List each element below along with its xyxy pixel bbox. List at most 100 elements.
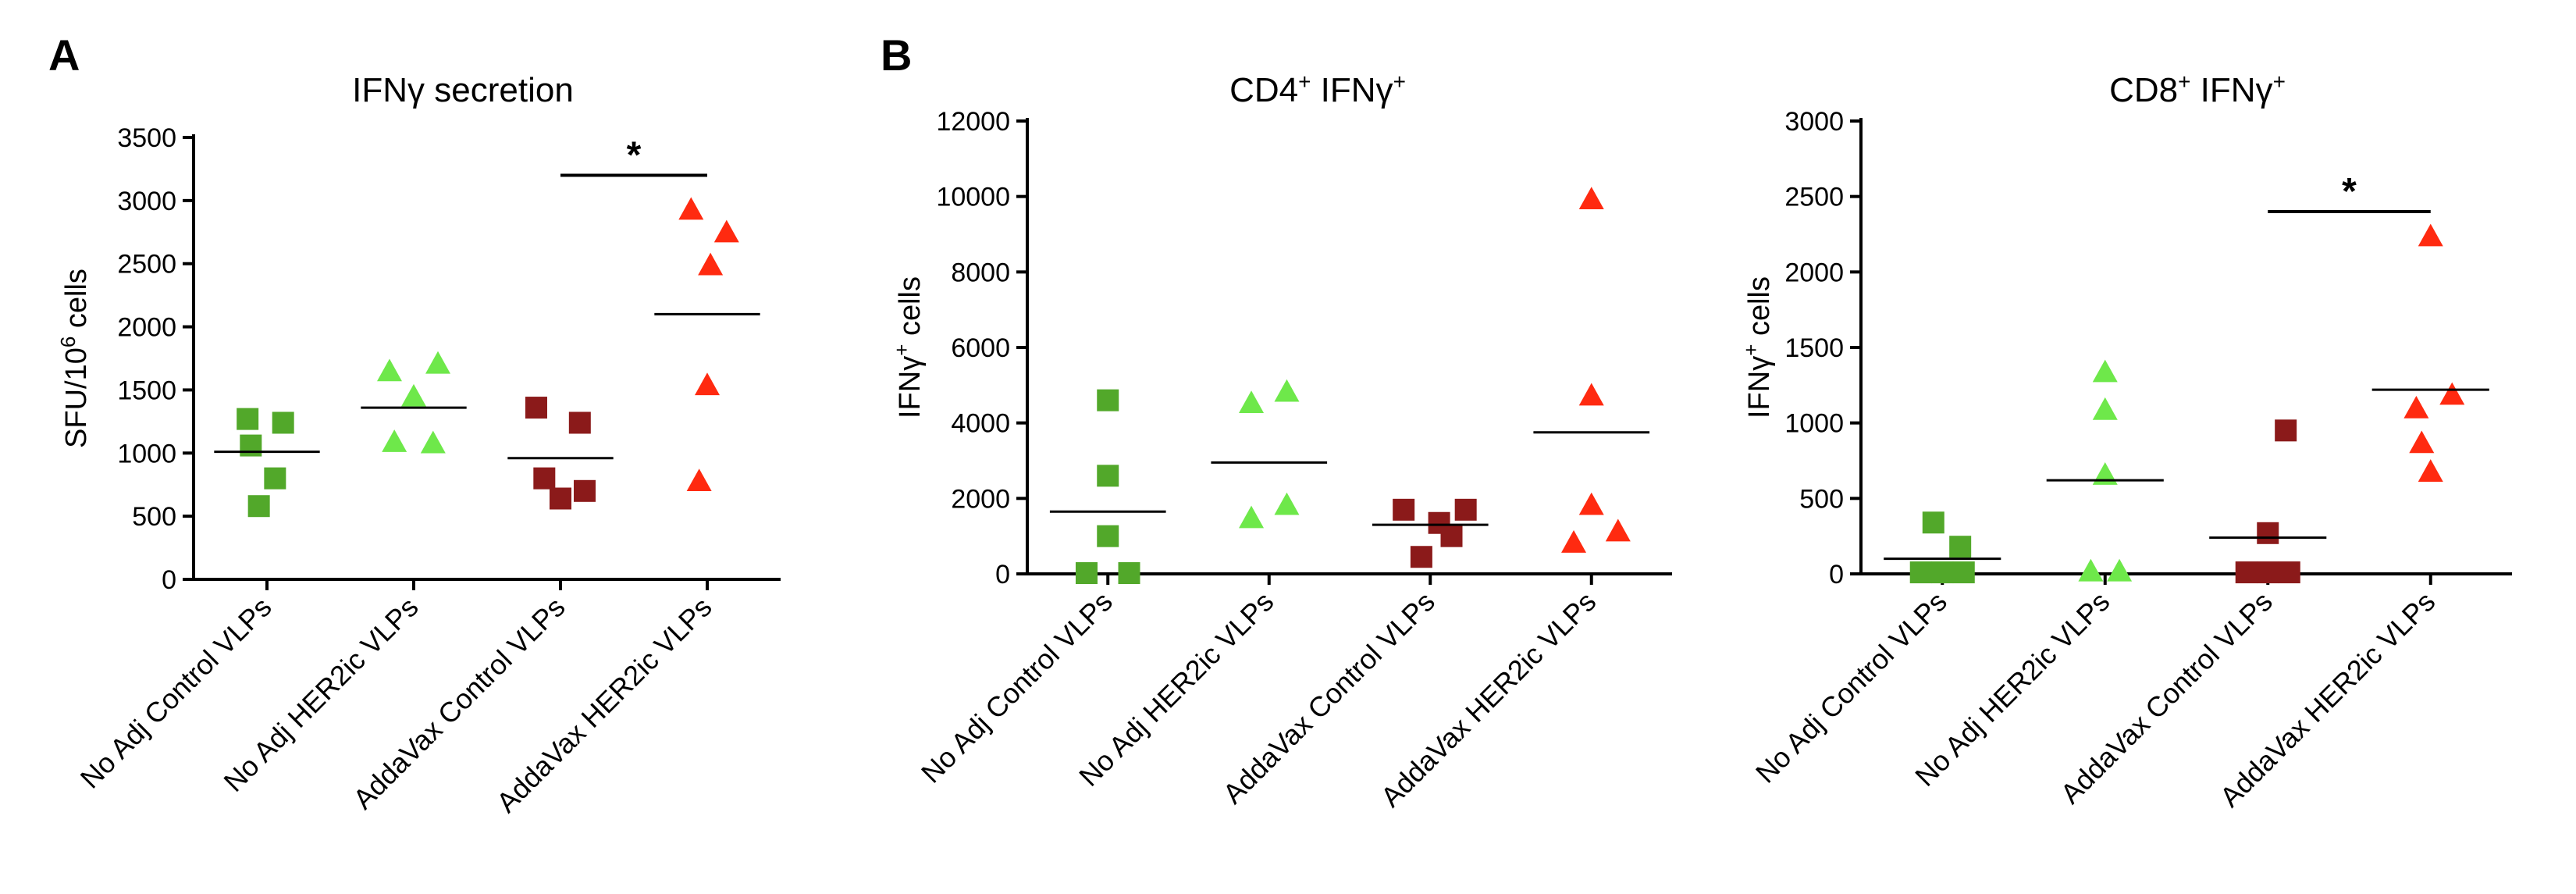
y-tick-label: 1000 bbox=[117, 439, 176, 468]
data-point-square bbox=[1949, 536, 1972, 558]
y-axis-label-part: IFNγ bbox=[894, 356, 927, 419]
data-point-square bbox=[574, 479, 596, 502]
chart-cd8-ifng: CD8+ IFNγ+IFNγ+ cells0500100015002000250… bbox=[1739, 69, 2512, 813]
chart-title-superscript: + bbox=[2178, 69, 2190, 94]
data-point-square bbox=[2275, 419, 2297, 442]
data-point-triangle bbox=[376, 358, 402, 382]
data-point-triangle bbox=[2403, 395, 2429, 419]
data-point-triangle bbox=[713, 219, 739, 243]
y-tick-label: 500 bbox=[1799, 484, 1844, 514]
data-point-square bbox=[1097, 525, 1119, 547]
y-axis-label-part: SFU/10 bbox=[60, 347, 93, 448]
y-tick-label: 6000 bbox=[951, 333, 1010, 363]
data-point-square bbox=[1410, 546, 1432, 568]
data-point-triangle bbox=[2409, 430, 2435, 454]
y-axis-label: IFNγ+ cells bbox=[890, 276, 927, 419]
data-point-square bbox=[2235, 561, 2258, 584]
data-point-triangle bbox=[1274, 379, 1300, 402]
data-point-square bbox=[550, 487, 571, 510]
data-point-square bbox=[2257, 561, 2279, 584]
data-point-triangle bbox=[1274, 492, 1300, 515]
y-axis-label-part: cells bbox=[1743, 276, 1776, 344]
data-point-triangle bbox=[401, 383, 426, 407]
y-tick-label: 2000 bbox=[117, 313, 176, 343]
data-point-triangle bbox=[2092, 397, 2118, 420]
data-point-triangle bbox=[695, 372, 720, 396]
data-point-square bbox=[568, 411, 591, 434]
data-point-triangle bbox=[1578, 383, 1604, 406]
chart-title-superscript: + bbox=[1393, 69, 1406, 94]
significance-star: * bbox=[627, 135, 642, 176]
y-tick-label: 0 bbox=[1829, 560, 1844, 589]
data-point-square bbox=[1931, 561, 1954, 584]
y-tick-label: 1500 bbox=[117, 376, 176, 405]
data-point-square bbox=[1118, 562, 1140, 585]
y-tick-label: 8000 bbox=[951, 258, 1010, 287]
chart-ifng-secretion: IFNγ secretion SFU/106 cells 0 500 1000 1500 2… bbox=[56, 71, 781, 818]
data-point-triangle bbox=[2418, 459, 2443, 482]
data-point-square bbox=[1440, 525, 1463, 547]
y-axis-label-superscript: + bbox=[1739, 344, 1763, 356]
chart-title-part: IFNγ bbox=[2190, 71, 2272, 109]
data-point-square bbox=[525, 397, 547, 419]
chart-title-part: IFNγ bbox=[1311, 71, 1393, 109]
significance-star: * bbox=[2342, 171, 2357, 212]
chart-cd4-ifng: CD4+ IFNγ+IFNγ+ cells0200040006000800010… bbox=[890, 69, 1672, 813]
chart-title-part: CD4 bbox=[1229, 71, 1298, 109]
y-axis-label-part: cells bbox=[60, 269, 93, 337]
y-tick-label: 2000 bbox=[1784, 258, 1844, 287]
data-point-triangle bbox=[686, 468, 712, 491]
chart-title-superscript: + bbox=[2273, 69, 2286, 94]
data-point-triangle bbox=[1578, 187, 1604, 210]
data-point-triangle bbox=[2439, 382, 2465, 405]
chart-title: IFNγ secretion bbox=[352, 71, 574, 109]
y-tick-label: 10000 bbox=[936, 183, 1010, 212]
y-tick-label: 0 bbox=[995, 560, 1010, 589]
data-point-square bbox=[2257, 522, 2279, 544]
panel-label-b: B bbox=[881, 30, 912, 80]
y-tick-label: 3000 bbox=[117, 187, 176, 216]
data-point-triangle bbox=[1239, 505, 1265, 529]
data-point-square bbox=[1922, 511, 1944, 534]
data-point-square bbox=[1097, 465, 1119, 487]
data-point-square bbox=[247, 495, 270, 518]
data-point-square bbox=[240, 434, 262, 457]
data-point-triangle bbox=[1239, 390, 1265, 414]
y-axis-label-part: cells bbox=[894, 276, 927, 344]
data-point-triangle bbox=[420, 430, 446, 454]
data-point-triangle bbox=[425, 351, 451, 374]
y-tick-label: 2000 bbox=[951, 484, 1010, 514]
data-point-triangle bbox=[2078, 558, 2104, 582]
data-point-triangle bbox=[698, 252, 724, 276]
data-point-triangle bbox=[2418, 223, 2443, 247]
data-point-square bbox=[533, 467, 556, 490]
y-axis-label-superscript: 6 bbox=[56, 337, 80, 347]
y-tick-label: 3500 bbox=[117, 123, 176, 153]
y-tick-label: 12000 bbox=[936, 107, 1010, 137]
y-tick-label: 2500 bbox=[117, 250, 176, 280]
data-point-square bbox=[1393, 498, 1415, 521]
data-point-square bbox=[2278, 561, 2300, 584]
y-tick-label: 4000 bbox=[951, 409, 1010, 439]
chart-title-superscript: + bbox=[1298, 69, 1311, 94]
y-axis-label-part: IFNγ bbox=[1743, 356, 1776, 419]
y-tick-label: 3000 bbox=[1784, 107, 1844, 137]
data-point-triangle bbox=[1605, 518, 1631, 542]
data-point-square bbox=[264, 467, 286, 490]
data-point-triangle bbox=[2107, 558, 2133, 582]
chart-title-part: CD8 bbox=[2109, 71, 2178, 109]
data-point-square bbox=[1952, 561, 1975, 584]
y-tick-label: 1500 bbox=[1784, 333, 1844, 363]
data-point-square bbox=[1909, 561, 1932, 584]
data-point-triangle bbox=[2092, 359, 2118, 383]
y-axis-label-superscript: + bbox=[890, 344, 913, 356]
panel-label-a: A bbox=[48, 30, 80, 80]
y-axis-label: SFU/106 cells bbox=[56, 269, 93, 448]
data-point-square bbox=[1097, 389, 1119, 411]
data-point-triangle bbox=[1561, 530, 1587, 553]
y-tick-label: 1000 bbox=[1784, 409, 1844, 439]
data-point-square bbox=[1454, 498, 1477, 521]
y-tick-label: 500 bbox=[132, 502, 176, 532]
data-point-square bbox=[272, 411, 294, 434]
data-point-square bbox=[237, 408, 259, 430]
